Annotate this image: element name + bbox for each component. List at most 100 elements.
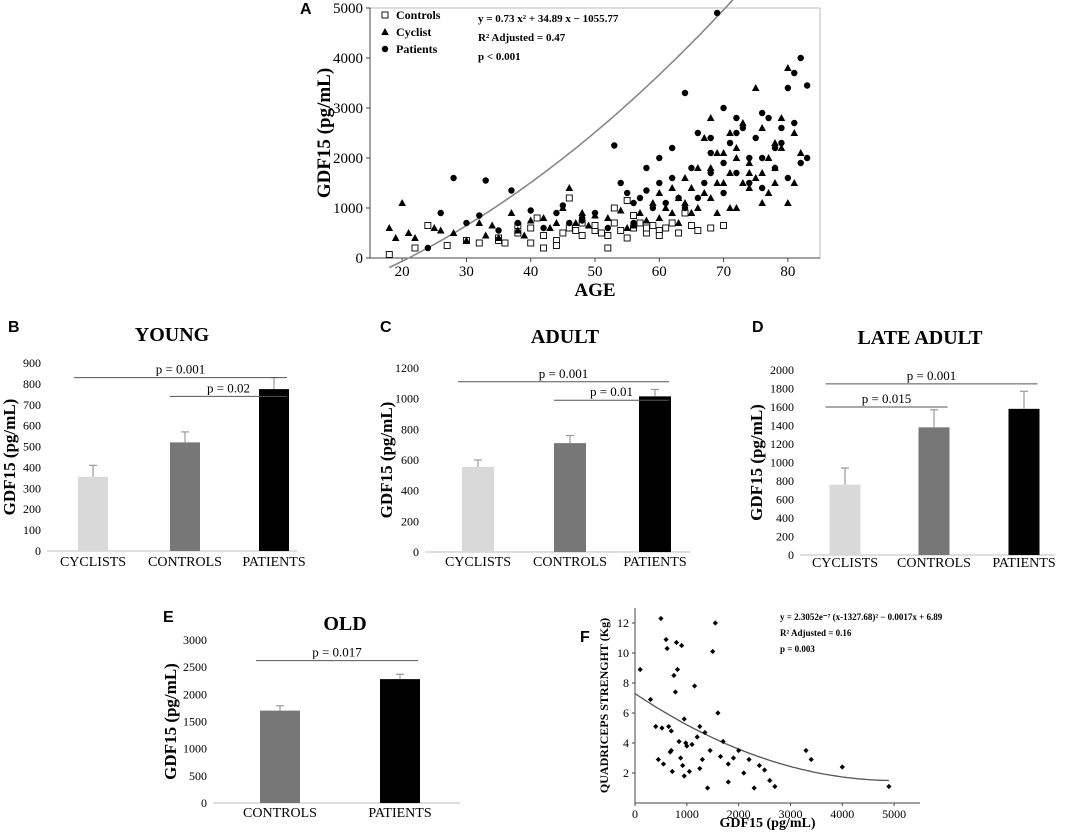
panel-a-point-controls [687, 222, 695, 229]
panel-e-bar-controls [260, 710, 300, 803]
panel-f-point [717, 753, 724, 760]
panel-b-ytick-label: 300 [23, 481, 41, 495]
panel-d-ytick-label: 400 [776, 511, 794, 525]
panel-a-point-patients [771, 164, 779, 172]
panel-a-point-cyclist [462, 236, 471, 244]
panel-a-point-patients [739, 124, 747, 132]
panel-a-point-cyclist [713, 149, 721, 156]
panel-a-point-cyclist [739, 119, 747, 126]
panel-f-point [715, 710, 721, 716]
panel-f-point [803, 747, 809, 754]
panel-f-annotation: y = 2.3052e⁻⁷ (x-1327.68)² − 0.0017x + 6… [780, 612, 943, 622]
panel-f-point [725, 779, 731, 785]
panel-a-point-cyclist [745, 184, 754, 191]
panel-f-xtick-label: 5000 [882, 807, 906, 821]
panel-a-point-patients [694, 129, 702, 137]
panel-a-point-patients [643, 164, 650, 172]
panel-c-bar-cyclists [462, 466, 494, 552]
panel-f-point [655, 756, 661, 763]
panel-a-point-cyclist [539, 214, 548, 221]
panel-a-point-cyclist [745, 169, 754, 176]
panel-a-point-patients [778, 139, 785, 147]
panel-f-point [694, 734, 700, 740]
panel-a-point-cyclist [713, 209, 721, 216]
panel-a-point-cyclist [636, 209, 644, 216]
panel-a-point-cyclist [655, 189, 664, 196]
panel-a-point-patients [424, 244, 432, 252]
panel-a-point-controls [694, 227, 702, 234]
panel-a-point-cyclist [449, 229, 458, 236]
panel-a-point-cyclist [687, 184, 696, 191]
panel-a-legend-label: Patients [396, 42, 438, 56]
panel-a-point-controls [578, 232, 586, 239]
panel-e-ytick-label: 0 [201, 796, 207, 810]
panel-b-bar-controls [170, 442, 200, 551]
panel-f-point [746, 756, 752, 763]
panel-a-point-patients [797, 159, 804, 167]
panel-a-point-controls [610, 219, 618, 227]
panel-a-point-controls [475, 239, 483, 247]
panel-f-point [676, 738, 682, 745]
panel-f-point [699, 756, 705, 763]
panel-f-point [637, 666, 643, 673]
panel-d-ytick-label: 2000 [770, 363, 794, 377]
panel-a-annotation: p < 0.001 [478, 51, 521, 63]
panel-f-point [683, 740, 689, 746]
panel-f-point [663, 636, 669, 643]
panel-a-point-cyclist [687, 209, 696, 216]
panel-a-point-controls [675, 229, 683, 237]
panel-f-ytick-label: 6 [623, 706, 629, 720]
panel-a-point-cyclist [552, 219, 561, 226]
panel-e-category-label: CONTROLS [243, 806, 317, 821]
panel-a-point-cyclist [520, 231, 529, 239]
panel-a-x-title: AGE [574, 280, 615, 301]
panel-a-xtick-label: 60 [652, 264, 667, 280]
panel-a-point-patients [720, 189, 727, 197]
panel-f-point [767, 777, 773, 784]
panel-a-point-patients [803, 82, 811, 89]
panel-a-ytick-label: 4000 [333, 51, 363, 67]
panel-a-point-controls [630, 212, 638, 219]
panel-a-point-patients [630, 199, 637, 207]
panel-a-point-patients [688, 164, 695, 172]
panel-f-point [697, 723, 703, 730]
panel-a-point-cyclist [514, 226, 522, 234]
panel-a-point-cyclist [526, 216, 535, 224]
panel-f-point [720, 738, 726, 745]
panel-d-ytick-label: 1600 [770, 400, 794, 414]
panel-d-ytick-label: 800 [776, 474, 794, 488]
panel-a-fit-curve [388, 0, 734, 269]
panel-a-point-cyclist [436, 226, 445, 234]
panel-a-point-cyclist [771, 139, 779, 146]
panel-d-bar-controls [918, 427, 950, 555]
panel-f-point [772, 783, 778, 790]
panel-a-point-cyclist [751, 84, 760, 91]
panel-a-ytick-label: 2000 [333, 151, 363, 167]
panel-a-point-controls [617, 227, 625, 234]
panel-f-point [647, 696, 654, 703]
panel-a-point-controls [424, 222, 432, 229]
panel-a-point-cyclist [726, 129, 734, 136]
panel-a-point-patients [636, 194, 644, 202]
panel-a-point-cyclist [655, 214, 664, 221]
panel-a-point-controls [572, 227, 580, 234]
panel-a-legend-label: Controls [396, 8, 441, 22]
panel-a-point-cyclist [681, 199, 689, 206]
panel-a-point-controls [707, 224, 715, 232]
panel-a-point-cyclist [745, 159, 754, 166]
panel-c-ytick-label: 0 [413, 545, 419, 559]
panel-a-point-controls [604, 232, 612, 239]
panel-a-point-patients [791, 119, 798, 127]
panel-a-point-patients [591, 209, 599, 217]
panel-d-category-label: PATIENTS [992, 556, 1055, 571]
panel-b-category-label: PATIENTS [242, 555, 305, 570]
panel-b-bar-cyclists [78, 476, 108, 551]
panel-b-letter: B [8, 319, 20, 336]
panel-a-point-controls [636, 219, 644, 227]
panel-a-point-patients [784, 84, 792, 92]
panel-a-point-cyclist [623, 224, 631, 231]
panel-a-point-cyclist [726, 204, 734, 211]
panel-c-bar-patients [639, 396, 671, 552]
panel-c-category-label: CONTROLS [533, 555, 607, 570]
panel-b-ytick-label: 900 [23, 356, 41, 370]
